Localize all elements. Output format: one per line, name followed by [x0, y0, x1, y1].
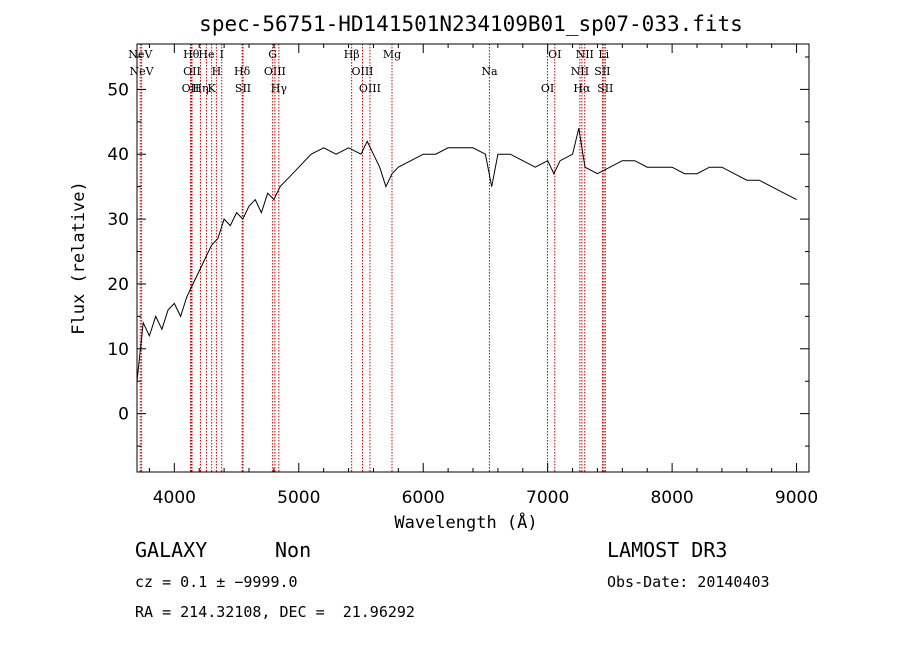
survey-name: LAMOST DR3: [607, 538, 728, 562]
obs-date: Obs-Date: 20140403: [607, 573, 770, 591]
y-tick-label: 30: [107, 210, 129, 230]
y-axis-label: Flux (relative): [69, 181, 89, 335]
x-tick-label: 9000: [775, 488, 818, 508]
emission-line-label: SII: [597, 82, 613, 95]
emission-line-label: Hγ: [271, 82, 288, 95]
y-axis-ticks: 0 10 20 30 40 50: [107, 56, 809, 447]
x-tick-label: 7000: [526, 488, 569, 508]
y-tick-label: 50: [107, 80, 129, 100]
emission-line-label: SII: [594, 65, 610, 78]
x-tick-label: 4000: [153, 488, 196, 508]
plot-frame: [136, 43, 810, 473]
emission-line-label: Li: [598, 48, 609, 61]
emission-line-label: OII: [182, 82, 200, 95]
emission-line-labels: NeVNeVOIIHθOIIHηHeHKIHδSIIGOIIIHγHβOIIIO…: [128, 48, 613, 95]
emission-line-label: OI: [548, 48, 561, 61]
emission-line-label: NII: [576, 48, 594, 61]
emission-line-label: Hβ: [344, 48, 360, 61]
coordinates: RA = 214.32108, DEC = 21.96292: [135, 603, 415, 621]
chart-title: spec-56751-HD141501N234109B01_sp07-033.f…: [199, 12, 743, 36]
x-axis-label: Wavelength (Å): [394, 511, 537, 533]
emission-line-label: NeV: [130, 65, 155, 78]
emission-line-label: Hη: [192, 82, 208, 95]
emission-line-label: NII: [571, 65, 589, 78]
emission-line-label: OIII: [351, 65, 373, 78]
x-tick-label: 6000: [402, 488, 445, 508]
y-tick-label: 20: [107, 275, 129, 295]
spectrum-line: [136, 128, 797, 382]
emission-line-label: SII: [235, 82, 251, 95]
object-subclass: Non: [275, 538, 312, 562]
x-axis-ticks: 4000 5000 6000 7000 8000 9000: [148, 44, 818, 508]
object-class: GALAXY: [135, 538, 208, 562]
emission-line-label: Hα: [573, 82, 591, 95]
emission-line-label: Mg: [383, 48, 401, 61]
cz-value: cz = 0.1 ± −9999.0: [135, 573, 298, 591]
emission-line-label: H: [212, 65, 222, 78]
emission-line-label: G: [268, 48, 277, 61]
emission-line-label: Na: [481, 65, 498, 78]
emission-line-label: OI: [541, 82, 554, 95]
y-tick-label: 10: [107, 340, 129, 360]
x-tick-label: 8000: [650, 488, 693, 508]
emission-line-label: NeV: [128, 48, 153, 61]
x-tick-label: 5000: [277, 488, 320, 508]
emission-line-label: OIII: [264, 65, 286, 78]
emission-line-label: He: [198, 48, 214, 61]
emission-line-label: OIII: [359, 82, 381, 95]
emission-line-markers: [139, 44, 606, 472]
emission-line-label: Hθ: [183, 48, 200, 61]
emission-line-label: Hδ: [234, 65, 251, 78]
y-tick-label: 0: [118, 405, 129, 425]
emission-line-label: OII: [183, 65, 201, 78]
y-tick-label: 40: [107, 145, 129, 165]
emission-line-label: I: [220, 48, 224, 61]
emission-line-label: K: [208, 82, 217, 95]
